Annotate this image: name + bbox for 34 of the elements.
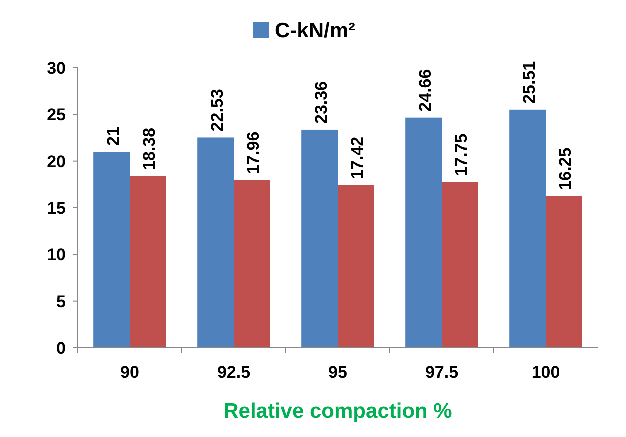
- data-label: 17.42: [348, 136, 368, 180]
- data-label: 17.75: [452, 134, 472, 176]
- legend-label: C-kN/m²: [275, 19, 356, 42]
- y-tick-label: 15: [47, 198, 66, 218]
- data-label: 21: [104, 127, 123, 146]
- x-axis-title: Relative compaction %: [224, 400, 453, 423]
- bar: [198, 138, 234, 348]
- y-tick-label: 5: [56, 292, 66, 312]
- bar: [406, 118, 442, 348]
- data-label: 22.53: [208, 89, 227, 132]
- y-tick-label: 10: [47, 246, 66, 265]
- bar: [130, 176, 166, 348]
- data-label: 16.25: [556, 148, 576, 190]
- y-tick-label: 25: [47, 106, 66, 125]
- x-tick-label: 90: [120, 363, 140, 382]
- bar: [442, 182, 478, 348]
- bar: [510, 110, 546, 348]
- bar: [302, 130, 338, 348]
- bar: [234, 180, 270, 348]
- bar: [546, 196, 582, 348]
- data-label: 18.38: [140, 128, 160, 170]
- data-label: 23.36: [312, 81, 331, 124]
- y-tick-label: 20: [47, 152, 66, 172]
- y-tick-label: 30: [47, 58, 66, 78]
- x-tick-label: 97.5: [425, 363, 459, 382]
- bar: [94, 152, 130, 348]
- data-label: 25.51: [520, 61, 539, 104]
- bar: [338, 185, 374, 348]
- data-label: 24.66: [416, 69, 435, 112]
- data-label: 17.96: [244, 132, 264, 174]
- x-tick-label: 92.5: [217, 363, 251, 382]
- x-tick-label: 100: [532, 363, 560, 382]
- y-tick-label: 0: [56, 338, 66, 358]
- x-tick-label: 95: [328, 363, 348, 382]
